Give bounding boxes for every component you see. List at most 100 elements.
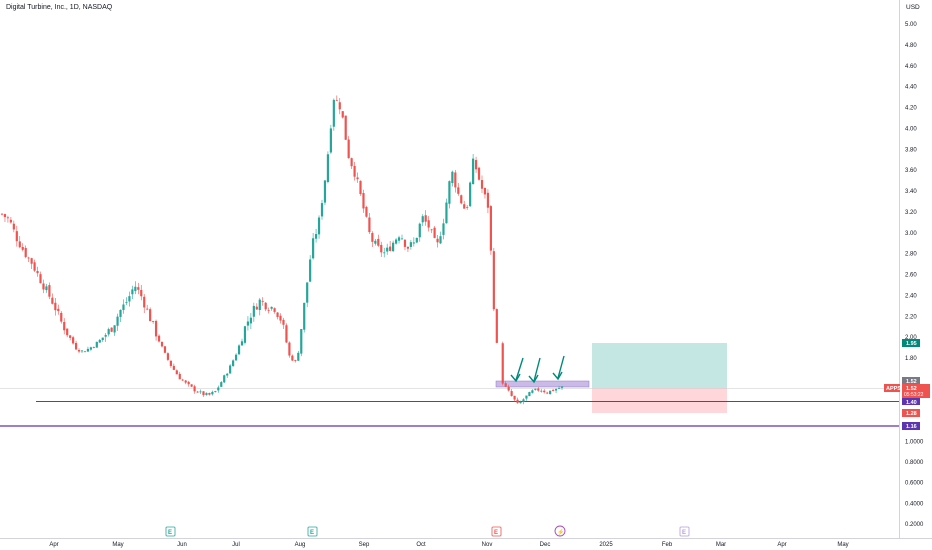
candle-body [424,215,427,222]
candle-body [193,386,196,392]
candle-body [234,354,238,361]
candle-body [344,115,347,140]
support-price-text: 1.40 [906,400,917,406]
earnings-marker-3[interactable]: E [491,526,502,537]
candle-body [258,299,261,311]
candle-body [560,386,564,388]
price-axis-label: 3.60 [905,168,917,174]
candle-body [457,187,460,194]
earnings-marker-4[interactable]: E [679,526,690,537]
candle-body [472,158,475,185]
candle-body [303,302,306,330]
price-axis-label: 4.00 [905,126,917,132]
profit-zone[interactable] [592,343,727,388]
candle-body [495,309,498,343]
time-axis-label: Oct [416,542,426,548]
candle-body [374,240,377,244]
currency-label[interactable]: USD [906,4,920,11]
candle-body [89,347,92,350]
earnings-marker-2[interactable]: E [307,526,318,537]
candles-group [0,95,564,405]
entry-price-text: 1.52 [906,379,917,385]
candle-body [166,353,170,360]
candle-body [69,335,72,338]
candle-body [350,158,353,167]
time-axis-label: Nov [482,542,493,548]
candle-body [24,248,27,257]
candle-body [184,380,187,383]
price-axis[interactable]: 5.00 4.80 4.60 4.40 4.20 4.00 3.80 3.60 3.40 3.20… [905,22,924,528]
candle-body [220,382,223,387]
candle-body [415,237,418,243]
candle-body [143,296,146,308]
candle-body [338,102,341,110]
candle-body [557,388,561,389]
earnings-marker-1[interactable]: E [165,526,176,537]
price-axis-label: 2.60 [905,273,917,279]
candle-body [36,271,39,274]
earnings-icon: E [168,530,172,536]
price-axis-label: 2.40 [905,293,917,299]
candle-body [140,290,143,297]
candle-body [178,373,181,380]
candle-body [406,246,410,249]
split-marker[interactable]: ⚡ [554,525,566,537]
candle-body [51,297,54,304]
candle-body [211,391,214,395]
candle-body [442,223,445,235]
candle-body [229,365,232,374]
candle-body [101,337,104,341]
candle-body [273,308,276,312]
candle-body [137,287,140,290]
candle-body [383,252,386,254]
price-axis-label: 2.20 [905,314,917,320]
candle-body [169,360,172,366]
candle-body [134,286,137,291]
candle-body [430,229,433,231]
loss-zone[interactable] [592,388,727,413]
candle-body [107,329,110,335]
candle-body [460,195,463,204]
price-axis-label: 0.6000 [905,481,924,487]
candle-body [433,227,436,238]
candle-body [202,391,205,396]
candle-body [528,392,531,397]
lightning-icon: ⚡ [557,528,564,536]
candle-body [353,165,356,177]
candle-body [552,389,555,391]
candle-body [42,283,45,290]
candle-body [546,392,549,394]
time-axis[interactable]: Apr May Jun Jul Aug Sep Oct Nov Dec 2025 Feb Mar Apr… [49,542,848,548]
candle-body [394,239,398,244]
price-axis-label: 4.20 [905,106,917,112]
countdown-text: 05:53:22 [904,392,924,398]
price-axis-label: 5.00 [905,22,917,28]
candle-body [448,181,451,204]
candle-body [237,345,241,355]
candle-body [66,328,69,336]
candle-body [329,128,332,153]
candle-body [205,393,208,395]
candle-body [54,302,57,311]
candle-body [214,391,217,393]
candle-body [199,391,202,393]
candle-body [540,390,543,392]
resistance-zone-box[interactable] [495,380,590,388]
candle-body [113,325,116,333]
candle-body [492,251,495,310]
arrow-2[interactable] [528,357,541,384]
entry-price-tag: 1.52 [902,377,920,385]
candle-body [368,217,371,233]
candle-body [504,383,507,387]
arrow-1[interactable] [510,357,524,383]
candle-body [30,258,33,264]
candle-body [3,214,7,218]
candle-body [255,306,258,310]
arrow-3[interactable] [552,355,565,381]
price-axis-label: 3.00 [905,231,917,237]
symbol-text: APPS [886,386,901,392]
price-axis-label: 3.20 [905,210,917,216]
time-axis-label: May [837,542,848,548]
candle-body [279,315,282,321]
